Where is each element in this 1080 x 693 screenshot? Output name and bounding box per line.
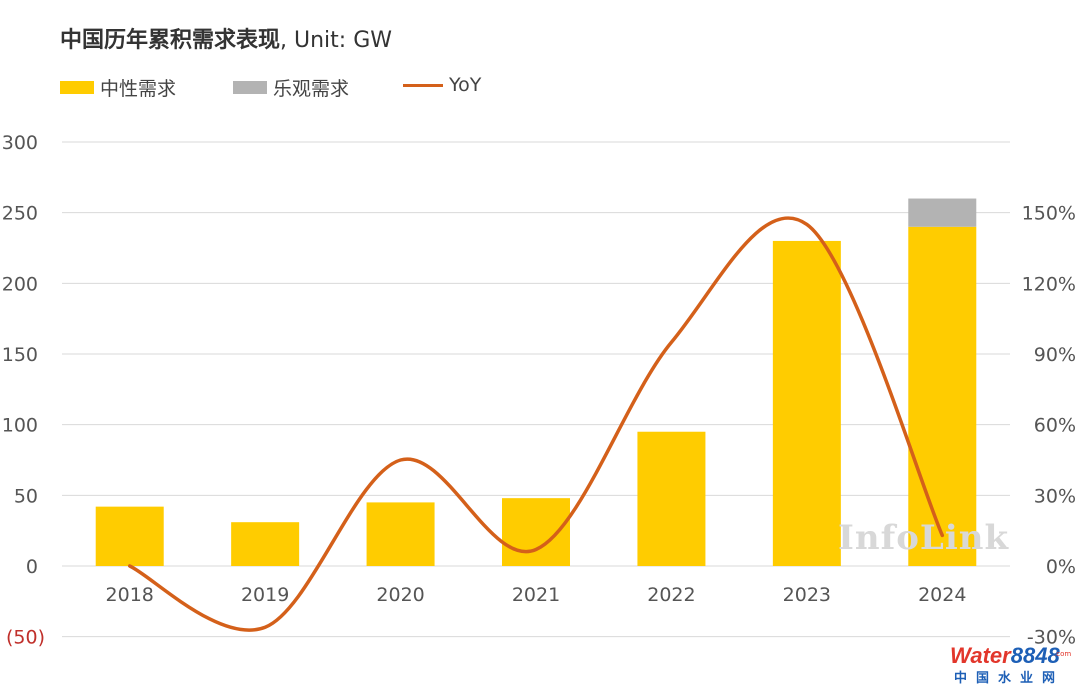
x-tick-label: 2024 bbox=[918, 584, 966, 606]
chart-title-unit: , Unit: GW bbox=[280, 28, 392, 53]
y-right-tick-label: 90% bbox=[1034, 344, 1076, 366]
y-right-tick-label: 60% bbox=[1034, 415, 1076, 437]
x-tick-label: 2018 bbox=[106, 584, 154, 606]
bar-neutral bbox=[908, 226, 977, 567]
site-logo-wordmark: Water8848 bbox=[950, 643, 1060, 669]
infolink-watermark: InfoLink bbox=[838, 518, 1010, 558]
legend-label-optimistic: 乐观需求 bbox=[273, 78, 350, 100]
legend-item-optimistic: 乐观需求 bbox=[233, 74, 349, 101]
y-left-tick-label: 300 bbox=[2, 132, 38, 154]
legend-item-yoy: YoY bbox=[403, 74, 481, 96]
bar-neutral bbox=[772, 240, 841, 566]
y-right-tick-label: 30% bbox=[1034, 485, 1076, 507]
legend-swatch-neutral bbox=[60, 81, 94, 94]
y-right-tick-label: -30% bbox=[1027, 627, 1076, 649]
bar-neutral bbox=[366, 502, 435, 566]
bar-optimistic bbox=[908, 198, 977, 227]
x-tick-label: 2022 bbox=[647, 584, 695, 606]
legend-swatch-yoy bbox=[403, 83, 443, 87]
y-right-tick-label: 0% bbox=[1046, 556, 1076, 578]
x-tick-label: 2020 bbox=[376, 584, 424, 606]
site-logo: Water8848 .com 中国水业网 bbox=[950, 643, 1075, 689]
site-logo-part1: Water bbox=[950, 643, 1011, 668]
x-tick-label: 2023 bbox=[783, 584, 831, 606]
legend-label-yoy: YoY bbox=[449, 74, 482, 96]
site-logo-part2: 8848 bbox=[1010, 643, 1060, 668]
bar-neutral bbox=[637, 431, 706, 566]
bar-neutral bbox=[231, 522, 300, 566]
y-left-tick-label: 0 bbox=[26, 556, 38, 578]
yoy-line bbox=[127, 216, 945, 632]
y-left-tick-label: 50 bbox=[14, 485, 38, 507]
y-left-tick-label: 100 bbox=[2, 415, 38, 437]
y-left-tick-label-negative: (50) bbox=[6, 627, 45, 649]
y-right-tick-label: 150% bbox=[1022, 203, 1076, 225]
x-tick-label: 2021 bbox=[512, 584, 560, 606]
chart-title: 中国历年累积需求表现, Unit: GW bbox=[60, 22, 392, 54]
y-left-tick-label: 150 bbox=[2, 344, 38, 366]
site-logo-subtitle: 中国水业网 bbox=[954, 671, 1065, 686]
bar-neutral bbox=[95, 506, 164, 566]
x-tick-label: 2019 bbox=[241, 584, 289, 606]
y-left-tick-label: 250 bbox=[2, 203, 38, 225]
y-left-tick-label: 200 bbox=[2, 273, 38, 295]
chart-title-main: 中国历年累积需求表现 bbox=[60, 28, 281, 53]
legend-item-neutral: 中性需求 bbox=[60, 74, 176, 101]
site-logo-suffix: .com bbox=[1054, 650, 1072, 658]
legend-swatch-optimistic bbox=[233, 81, 267, 94]
y-right-tick-label: 120% bbox=[1022, 273, 1076, 295]
legend-label-neutral: 中性需求 bbox=[100, 78, 177, 100]
